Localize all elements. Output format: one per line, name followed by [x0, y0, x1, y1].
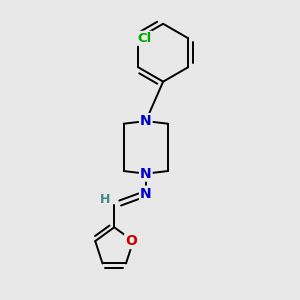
- Text: N: N: [140, 167, 152, 181]
- Text: Cl: Cl: [137, 32, 152, 45]
- Text: N: N: [140, 114, 152, 128]
- Text: H: H: [100, 194, 110, 206]
- Text: O: O: [125, 234, 137, 248]
- Text: N: N: [140, 187, 152, 201]
